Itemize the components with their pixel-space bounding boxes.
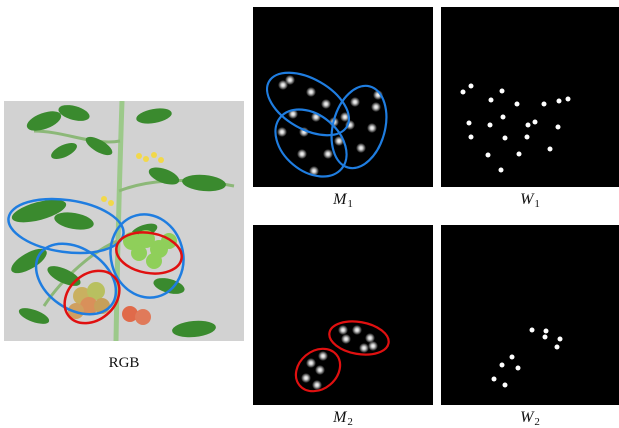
w2-caption: W2: [441, 409, 619, 428]
m1-blue-ellipse-3: [330, 84, 388, 170]
m1-caption: M1: [253, 191, 433, 210]
w1-caption-sub: 1: [534, 198, 540, 210]
m1-blue-ellipse-2: [274, 108, 348, 178]
m1-blue-ellipse-1: [265, 71, 351, 137]
rgb-red-ellipse-2: [63, 269, 121, 325]
w2-caption-base: W: [520, 409, 534, 426]
m2-caption: M2: [253, 409, 433, 428]
rgb-image: [4, 101, 244, 341]
rgb-blue-ellipse-2: [109, 213, 185, 299]
w1-caption-base: W: [520, 191, 534, 208]
rgb-red-ellipse-1: [115, 231, 183, 275]
rgb-blue-ellipse-3: [34, 242, 118, 316]
m2-red-ellipse-2: [294, 347, 342, 393]
w2-caption-sub: 2: [534, 416, 540, 428]
m2-panel: [253, 225, 433, 405]
rgb-panel: [4, 101, 244, 341]
rgb-blue-ellipse-1: [7, 197, 125, 255]
m1-density-map: [253, 7, 433, 187]
w1-panel: [441, 7, 619, 187]
m1-caption-sub: 1: [347, 198, 353, 210]
w2-dot-map: [441, 225, 619, 405]
m2-caption-sub: 2: [347, 416, 353, 428]
rgb-caption: RGB: [108, 355, 140, 371]
m1-caption-base: M: [333, 191, 347, 208]
m1-panel: [253, 7, 433, 187]
w2-panel: [441, 225, 619, 405]
w1-dot-map: [441, 7, 619, 187]
m2-red-ellipse-1: [328, 320, 390, 356]
w1-caption: W1: [441, 191, 619, 210]
m2-density-map: [253, 225, 433, 405]
m2-caption-base: M: [333, 409, 347, 426]
